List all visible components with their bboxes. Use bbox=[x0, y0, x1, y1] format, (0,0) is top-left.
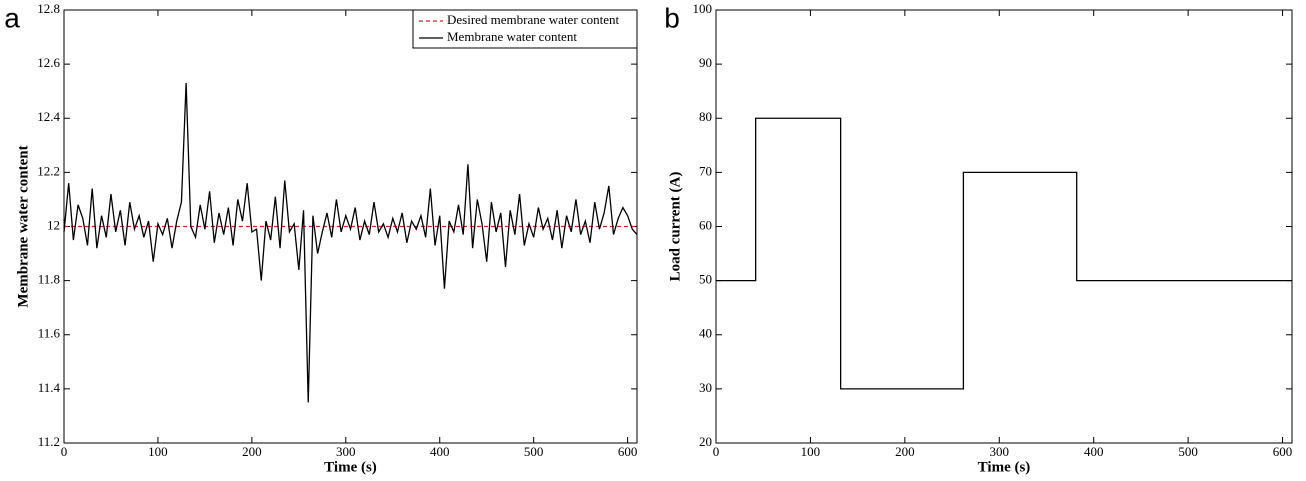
y-tick-label: 30 bbox=[699, 380, 712, 395]
panel-label: b bbox=[664, 2, 680, 33]
legend-box bbox=[412, 9, 638, 49]
x-tick-label: 100 bbox=[801, 444, 821, 459]
legend-label: Membrane water content bbox=[447, 29, 577, 44]
y-tick-label: 11.8 bbox=[38, 272, 60, 287]
panel-label: a bbox=[4, 2, 20, 33]
y-tick-label: 12.2 bbox=[37, 163, 60, 178]
y-tick-label: 70 bbox=[699, 163, 712, 178]
x-tick-label: 200 bbox=[242, 444, 262, 459]
x-tick-label: 200 bbox=[895, 444, 915, 459]
x-tick-label: 500 bbox=[524, 444, 544, 459]
x-tick-label: 100 bbox=[148, 444, 168, 459]
x-tick-label: 400 bbox=[1084, 444, 1104, 459]
y-tick-label: 90 bbox=[699, 55, 712, 70]
x-tick-label: 400 bbox=[430, 444, 450, 459]
data-line bbox=[63, 83, 638, 403]
x-tick-label: 0 bbox=[713, 444, 720, 459]
y-tick-label: 12.6 bbox=[37, 55, 60, 70]
x-tick-label: 500 bbox=[1178, 444, 1198, 459]
y-tick-label: 80 bbox=[699, 109, 712, 124]
y-tick-label: 12.8 bbox=[37, 1, 60, 16]
y-tick-label: 20 bbox=[699, 434, 712, 449]
y-tick-label: 11.2 bbox=[38, 434, 60, 449]
y-tick-label: 11.6 bbox=[38, 326, 61, 341]
y-tick-label: 12.4 bbox=[37, 109, 60, 124]
x-tick-label: 600 bbox=[618, 444, 638, 459]
x-axis-label: Time (s) bbox=[978, 459, 1031, 475]
y-tick-label: 40 bbox=[699, 326, 712, 341]
legend-label: Desired membrane water content bbox=[447, 12, 620, 27]
plot-frame bbox=[715, 9, 1293, 444]
x-tick-label: 300 bbox=[336, 444, 356, 459]
y-tick-label: 11.4 bbox=[38, 380, 61, 395]
y-tick-label: 100 bbox=[693, 1, 713, 16]
y-tick-label: 60 bbox=[699, 217, 712, 232]
x-tick-label: 600 bbox=[1273, 444, 1293, 459]
y-tick-label: 50 bbox=[699, 272, 712, 287]
y-axis-label: Load current (A) bbox=[667, 172, 683, 282]
x-tick-label: 300 bbox=[990, 444, 1010, 459]
data-line bbox=[716, 117, 1292, 390]
x-tick-label: 0 bbox=[61, 444, 68, 459]
y-axis-label: Membrane water content bbox=[15, 145, 31, 307]
y-tick-label: 12 bbox=[47, 217, 60, 232]
x-axis-label: Time (s) bbox=[324, 459, 377, 475]
